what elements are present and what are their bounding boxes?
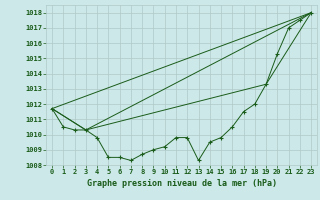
X-axis label: Graphe pression niveau de la mer (hPa): Graphe pression niveau de la mer (hPa) <box>87 179 276 188</box>
